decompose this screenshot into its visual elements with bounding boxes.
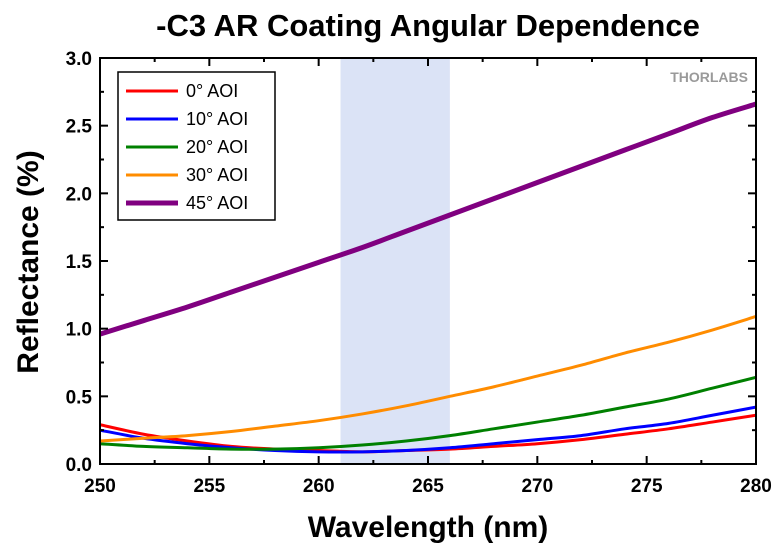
y-tick-label: 3.0 — [66, 49, 92, 70]
x-tick-label: 255 — [193, 476, 225, 497]
x-tick-label: 270 — [521, 476, 553, 497]
legend-label-45-aoi: 45° AOI — [186, 193, 248, 213]
x-tick-label: 265 — [412, 476, 444, 497]
y-tick-label: 1.5 — [66, 252, 93, 273]
series-line-30-aoi — [100, 314, 756, 443]
thorlabs-logo: THORLABS — [670, 69, 748, 85]
series-group — [100, 101, 756, 454]
series-line-45-aoi — [100, 101, 756, 337]
legend: 0° AOI 10° AOI 20° AOI 30° AOI 45° AOI — [117, 71, 276, 221]
x-tick-label: 260 — [303, 476, 335, 497]
series-line-10-aoi — [100, 405, 756, 454]
y-tick-label: 2.5 — [66, 117, 93, 138]
highlight-band — [340, 58, 450, 464]
plot-area: 250 255 260 265 270 275 280 0.0 0.5 1.0 1.5 2.0 2.5 3… — [66, 49, 772, 497]
x-tick-label: 280 — [740, 476, 772, 497]
y-tick-label: 2.0 — [66, 184, 92, 205]
legend-label-0-aoi: 0° AOI — [186, 81, 238, 101]
x-axis-label: Wavelength (nm) — [308, 511, 549, 544]
x-tick-label: 250 — [84, 476, 116, 497]
chart-title: -C3 AR Coating Angular Dependence — [156, 8, 700, 43]
y-tick-label: 0.0 — [66, 455, 92, 476]
legend-label-20-aoi: 20° AOI — [186, 137, 248, 157]
x-tick-label: 275 — [631, 476, 663, 497]
legend-label-30-aoi: 30° AOI — [186, 165, 248, 185]
y-tick-label: 0.5 — [66, 387, 93, 408]
legend-label-10-aoi: 10° AOI — [186, 109, 248, 129]
series-line-20-aoi — [100, 375, 756, 451]
y-tick-label: 1.0 — [66, 320, 92, 341]
y-axis-label: Reflectance (%) — [12, 150, 45, 373]
